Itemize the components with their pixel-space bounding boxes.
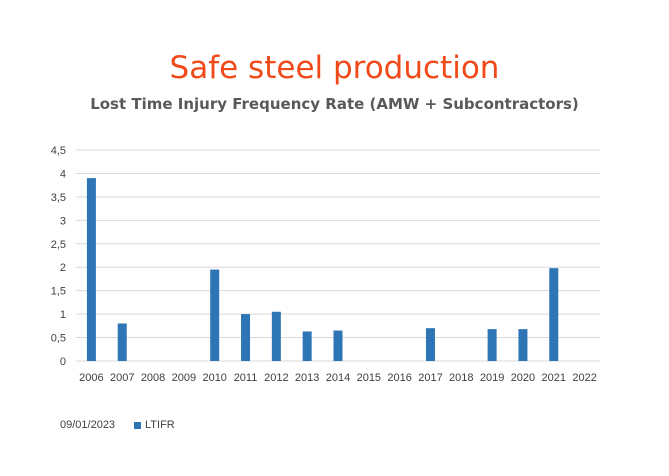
x-tick-label: 2014 bbox=[326, 372, 350, 384]
y-tick-label: 3 bbox=[60, 215, 66, 227]
y-tick-label: 3,5 bbox=[51, 192, 66, 204]
bar-2010 bbox=[210, 269, 220, 361]
x-tick-label: 2006 bbox=[79, 372, 103, 384]
footer-date: 09/01/2023 bbox=[60, 419, 116, 431]
x-tick-label: 2009 bbox=[172, 372, 196, 384]
x-tick-label: 2013 bbox=[295, 372, 319, 384]
y-tick-label: 1,5 bbox=[51, 286, 66, 298]
x-tick-label: 2022 bbox=[572, 372, 596, 384]
bar-2020 bbox=[518, 329, 528, 361]
bar-2017 bbox=[425, 328, 435, 361]
x-tick-label: 2012 bbox=[264, 372, 288, 384]
bar-2007 bbox=[117, 323, 127, 361]
x-tick-label: 2019 bbox=[480, 372, 504, 384]
bar-2013 bbox=[302, 331, 312, 361]
y-tick-label: 4 bbox=[60, 168, 66, 180]
chart-subtitle: Lost Time Injury Frequency Rate (AMW + S… bbox=[90, 95, 579, 113]
y-tick-label: 0,5 bbox=[51, 333, 66, 345]
chart-title: Safe steel production bbox=[169, 50, 500, 86]
bar-2012 bbox=[271, 311, 281, 361]
legend-label: LTIFR bbox=[145, 419, 175, 431]
x-tick-label: 2011 bbox=[234, 372, 258, 384]
y-tick-label: 2,5 bbox=[51, 239, 66, 251]
x-tick-label: 2010 bbox=[202, 372, 226, 384]
x-tick-label: 2016 bbox=[387, 372, 411, 384]
legend-swatch bbox=[134, 421, 141, 429]
bar-2021 bbox=[549, 268, 559, 361]
y-tick-label: 0 bbox=[60, 356, 66, 368]
bar-2011 bbox=[241, 314, 251, 361]
y-tick-label: 1 bbox=[60, 309, 66, 321]
y-tick-label: 2 bbox=[60, 262, 66, 274]
x-tick-label: 2018 bbox=[449, 372, 473, 384]
y-tick-label: 4,5 bbox=[51, 145, 66, 157]
x-tick-label: 2008 bbox=[141, 372, 165, 384]
bar-2006 bbox=[86, 178, 96, 361]
bar-2019 bbox=[487, 329, 497, 361]
x-tick-label: 2020 bbox=[511, 372, 535, 384]
x-tick-label: 2017 bbox=[418, 372, 442, 384]
x-tick-label: 2007 bbox=[110, 372, 134, 384]
x-tick-label: 2015 bbox=[357, 372, 381, 384]
legend: LTIFR bbox=[134, 419, 175, 431]
bar-2014 bbox=[333, 330, 343, 361]
x-tick-label: 2021 bbox=[542, 372, 566, 384]
